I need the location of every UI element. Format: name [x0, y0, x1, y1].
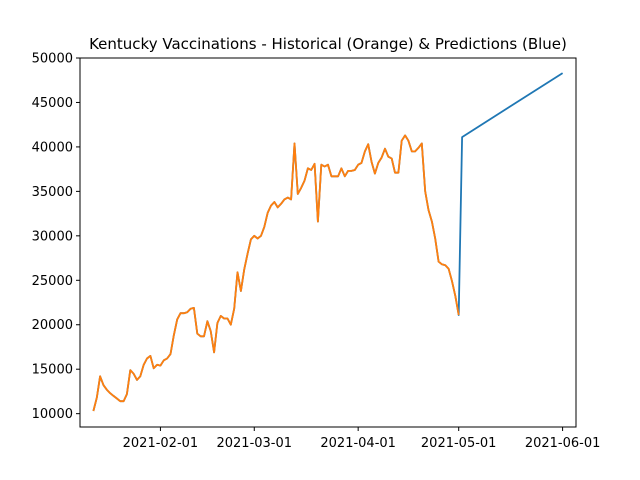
y-tick-label: 40000: [32, 140, 73, 155]
y-tick-label: 35000: [32, 185, 73, 200]
y-tick-label: 50000: [32, 52, 73, 67]
series-layer: [92, 72, 564, 412]
x-tick-label: 2021-05-01: [421, 436, 497, 451]
x-tick-label: 2021-03-01: [216, 436, 292, 451]
y-tick-label: 10000: [32, 407, 73, 422]
x-tick-label: 2021-04-01: [320, 436, 396, 451]
x-tick-label: 2021-02-01: [123, 436, 199, 451]
y-axis: 10000 15000 20000 25000 30000 35000 40000 45000…: [32, 52, 80, 422]
plot-area: [79, 57, 577, 428]
plot-frame: [79, 57, 577, 428]
y-tick-label: 45000: [32, 96, 73, 111]
y-tick-label: 20000: [32, 318, 73, 333]
y-tick-label: 25000: [32, 274, 73, 289]
series-line-1: [92, 134, 460, 412]
y-tick-label: 15000: [32, 363, 73, 378]
y-tick-label: 30000: [32, 229, 73, 244]
x-tick-label: 2021-06-01: [525, 436, 601, 451]
chart-title: Kentucky Vaccinations - Historical (Oran…: [89, 35, 567, 53]
x-axis: 2021-02-01 2021-03-01 2021-04-01 2021-05-01…: [123, 427, 601, 451]
